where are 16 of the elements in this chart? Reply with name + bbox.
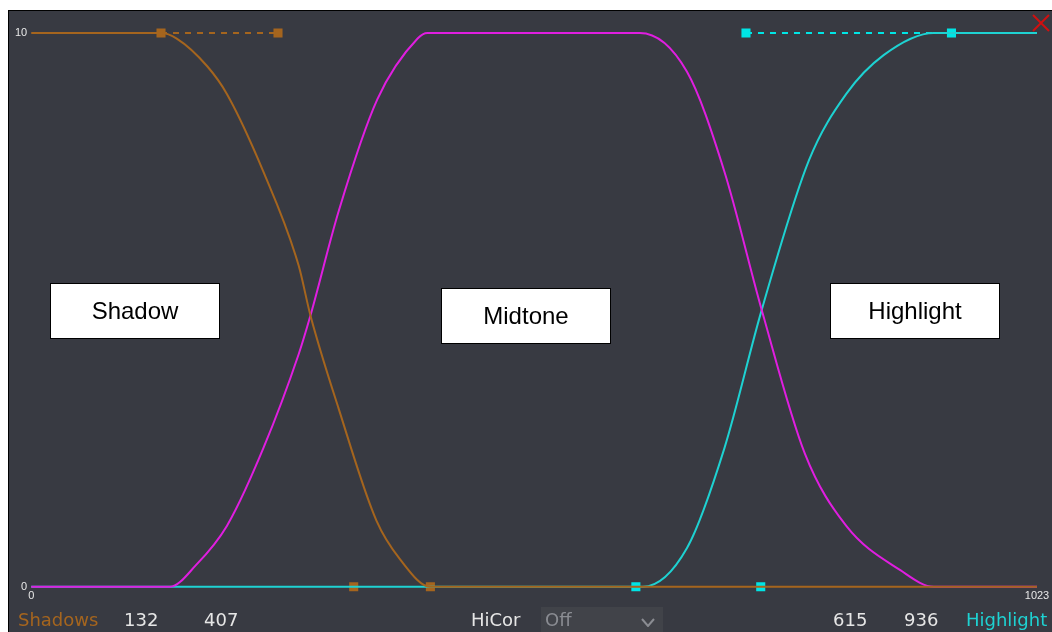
text: Shadows <box>18 609 99 630</box>
text: 132 <box>124 609 159 630</box>
text: Highlight <box>966 609 1048 630</box>
label-box: Midtone <box>441 288 611 344</box>
text: 615 <box>833 609 868 630</box>
annotation: Shadow <box>91 297 179 325</box>
text: 407 <box>204 609 239 630</box>
annotation: Midtone <box>483 302 569 330</box>
annotation: Highlight <box>868 297 962 325</box>
y-tick-label: 10 <box>14 26 28 39</box>
label-box: Highlight <box>830 283 1000 339</box>
x-tick-label: 1023 <box>1024 589 1050 602</box>
text: HiCor <box>471 609 521 630</box>
text: 936 <box>904 609 939 630</box>
label-box: Shadow <box>50 283 220 339</box>
text: Off <box>545 609 572 630</box>
